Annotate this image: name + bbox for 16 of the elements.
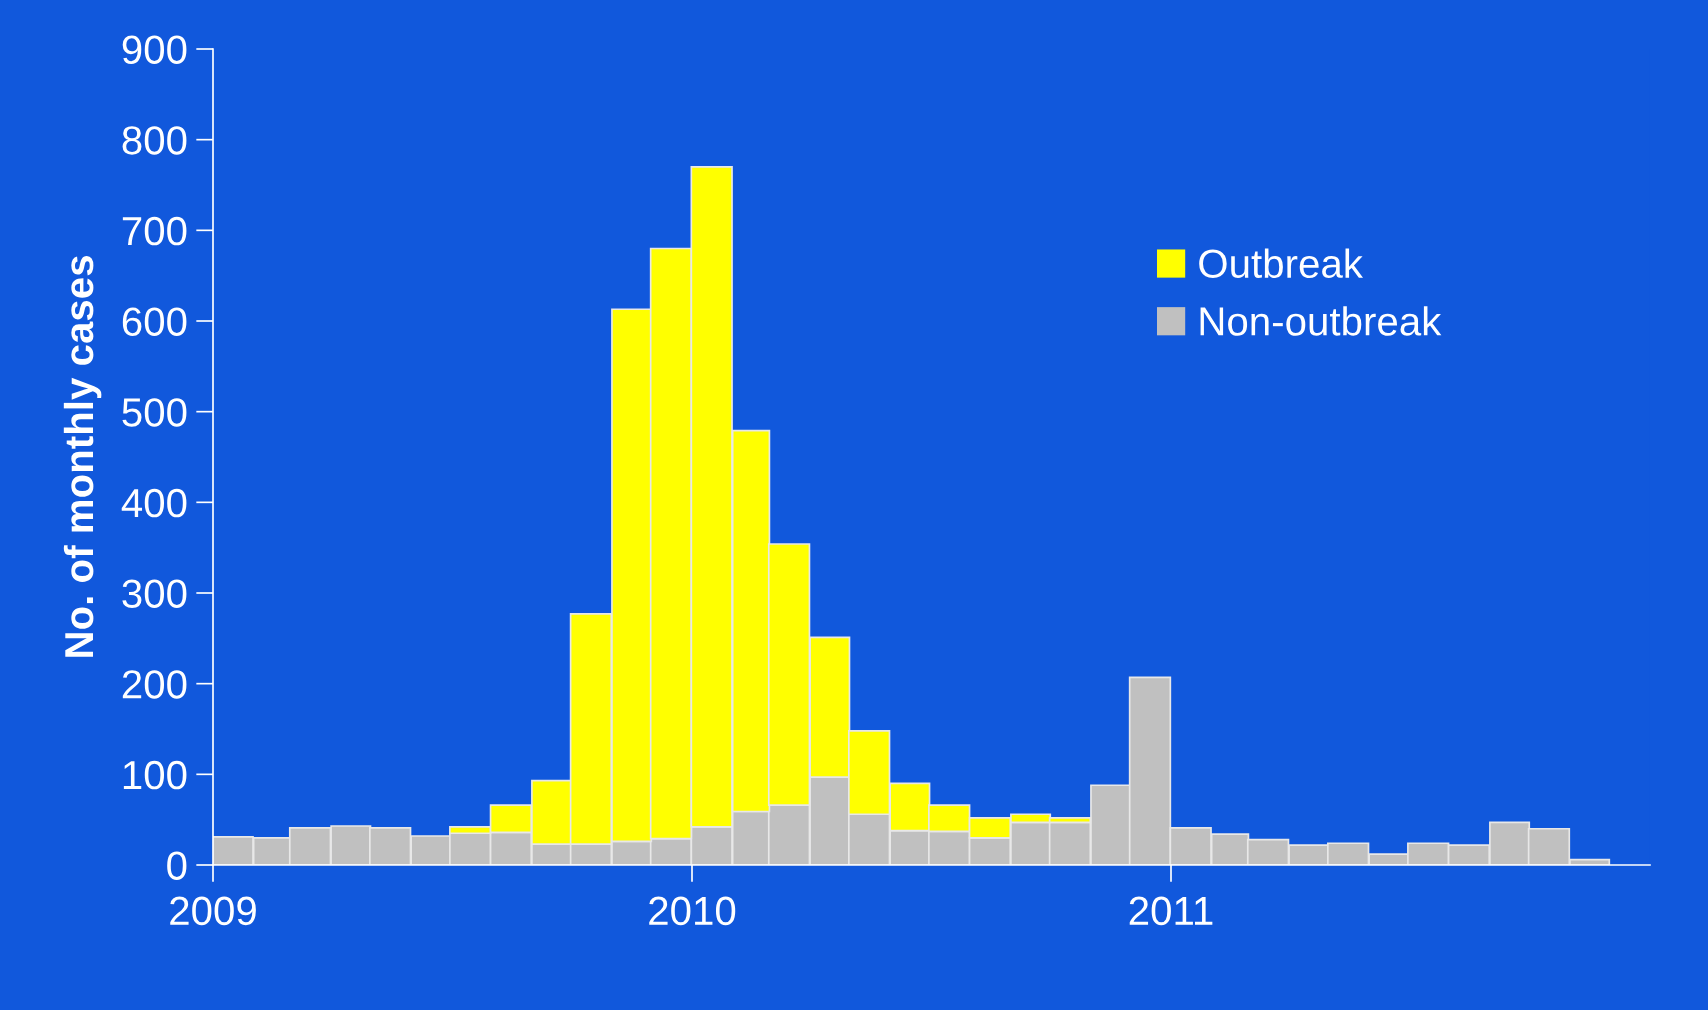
y-tick-label: 300 xyxy=(122,579,187,608)
legend-label: Non-outbreak xyxy=(1200,306,1442,336)
y-tick-label: 700 xyxy=(122,216,187,246)
legend-label: Outbreak xyxy=(1199,248,1364,279)
y-tick-label: 800 xyxy=(122,126,187,155)
y-tick-label: 400 xyxy=(121,488,187,518)
x-tick-label: 2010 xyxy=(649,896,736,926)
y-tick-label: 900 xyxy=(122,35,187,64)
y-tick-label: 600 xyxy=(122,307,187,336)
x-tick-label: 2011 xyxy=(1129,896,1213,926)
y-tick-label: 500 xyxy=(122,398,187,427)
y-tick-label: 100 xyxy=(123,760,187,790)
y-tick-label: 0 xyxy=(167,851,187,880)
x-tick-label: 2009 xyxy=(170,896,256,926)
y-tick-label: 200 xyxy=(122,670,187,699)
y-axis-title: No. of monthly cases xyxy=(63,256,102,657)
